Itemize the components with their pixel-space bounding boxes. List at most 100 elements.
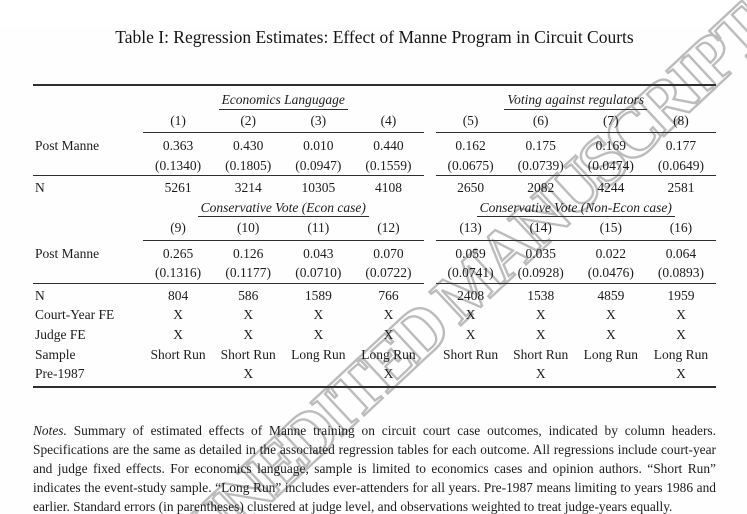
column-gap bbox=[424, 345, 436, 365]
sample-cell: Long Run bbox=[583, 346, 638, 362]
standard-error-cell: (0.0476) bbox=[587, 265, 634, 281]
sample-cell: Short Run bbox=[442, 346, 499, 362]
n-cell: 1589 bbox=[283, 282, 354, 306]
n-cell: 2581 bbox=[645, 175, 716, 198]
n-cell: 2082 bbox=[505, 175, 576, 198]
standard-error-cell: (0.1177) bbox=[225, 265, 271, 281]
column-gap bbox=[424, 325, 436, 345]
panel1-n-row: N 5261 3214 10305 4108 2650 2082 4244 25… bbox=[33, 175, 716, 198]
fe-cell: X bbox=[383, 307, 394, 323]
column-gap bbox=[423, 364, 436, 388]
group-header-voting-against-regulators: Voting against regulators bbox=[435, 84, 716, 111]
coefficient-cell: 0.440 bbox=[373, 138, 404, 154]
panel2-post-manne-row: Post Manne 0.265 0.126 0.043 0.070 0.059… bbox=[33, 240, 716, 263]
fe-cell: X bbox=[605, 327, 616, 343]
coefficient-cell: 0.265 bbox=[162, 245, 194, 261]
row-label-post-manne: Post Manne bbox=[35, 245, 100, 261]
column-gap bbox=[424, 198, 436, 219]
n-cell: 2650 bbox=[435, 175, 506, 198]
panel2-group-header-row: Conservative Vote (Econ case) Conservati… bbox=[33, 198, 716, 219]
page-content: Table I: Regression Estimates: Effect of… bbox=[0, 27, 747, 514]
group-header-economics-language: Economics Langugage bbox=[143, 84, 424, 111]
standard-error-cell: (0.0893) bbox=[657, 265, 704, 281]
coefficient-cell: 0.070 bbox=[373, 245, 404, 261]
column-gap bbox=[424, 263, 436, 283]
standard-error-cell: (0.0947) bbox=[295, 157, 342, 173]
sample-row: Sample Short Run Short Run Long Run Long… bbox=[33, 345, 716, 365]
row-label-n: N bbox=[33, 282, 143, 306]
coefficient-cell: 0.169 bbox=[595, 138, 626, 154]
coefficient-cell: 0.010 bbox=[303, 138, 334, 154]
column-number: (6) bbox=[505, 110, 576, 134]
panel2-n-row: N 804 586 1589 766 2408 1538 4859 1959 bbox=[33, 282, 716, 306]
row-label-empty bbox=[33, 84, 143, 111]
column-number: (13) bbox=[435, 218, 506, 241]
column-gap bbox=[424, 156, 436, 176]
sample-cell: Long Run bbox=[653, 346, 709, 362]
coefficient-cell: 0.162 bbox=[455, 138, 486, 154]
row-label-empty bbox=[33, 111, 143, 133]
column-number: (14) bbox=[505, 218, 576, 241]
pre-1987-cell: X bbox=[353, 364, 424, 388]
notes-body: Summary of estimated effects of Manne tr… bbox=[33, 422, 716, 514]
table-title: Table I: Regression Estimates: Effect of… bbox=[115, 27, 634, 47]
n-cell: 10305 bbox=[283, 175, 354, 198]
standard-error-cell: (0.0649) bbox=[657, 157, 704, 173]
row-label-pre-1987: Pre-1987 bbox=[33, 364, 143, 388]
sample-cell: Long Run bbox=[291, 346, 346, 362]
n-cell: 4244 bbox=[575, 175, 646, 198]
notes-label: Notes. bbox=[33, 422, 67, 438]
column-number: (2) bbox=[213, 110, 284, 134]
coefficient-cell: 0.059 bbox=[455, 245, 486, 261]
fe-cell: X bbox=[605, 307, 616, 323]
n-cell: 2408 bbox=[435, 282, 506, 306]
column-number: (5) bbox=[435, 110, 506, 134]
standard-error-cell: (0.0675) bbox=[447, 157, 494, 173]
column-number: (3) bbox=[283, 110, 354, 134]
row-label-empty bbox=[33, 218, 143, 240]
standard-error-cell: (0.1316) bbox=[155, 265, 202, 281]
n-cell: 4859 bbox=[575, 282, 646, 306]
n-cell: 804 bbox=[143, 282, 214, 306]
column-gap bbox=[423, 84, 436, 111]
coefficient-cell: 0.430 bbox=[233, 138, 264, 154]
panel1-standard-error-row: (0.1340) (0.1805) (0.0947) (0.1559) (0.0… bbox=[33, 156, 716, 176]
column-gap bbox=[424, 111, 436, 133]
column-gap bbox=[424, 283, 436, 305]
sample-cell: Short Run bbox=[220, 346, 276, 362]
column-number: (4) bbox=[353, 110, 424, 134]
pre-1987-cell: X bbox=[213, 364, 284, 388]
pre-1987-cell bbox=[283, 364, 354, 388]
standard-error-cell: (0.0739) bbox=[517, 157, 564, 173]
column-number: (15) bbox=[575, 218, 646, 241]
fe-cell: X bbox=[173, 327, 183, 343]
fe-cell: X bbox=[313, 307, 324, 323]
pre-1987-cell: X bbox=[505, 364, 576, 388]
fe-cell: X bbox=[535, 307, 546, 323]
standard-error-cell: (0.1340) bbox=[155, 157, 202, 173]
column-number: (7) bbox=[575, 110, 646, 134]
coefficient-cell: 0.175 bbox=[525, 138, 556, 154]
column-gap bbox=[424, 240, 436, 263]
fe-cell: X bbox=[465, 327, 476, 343]
standard-error-cell: (0.0928) bbox=[517, 265, 564, 281]
n-cell: 1538 bbox=[505, 282, 576, 306]
row-label-n: N bbox=[33, 175, 143, 198]
row-label-judge-fe: Judge FE bbox=[35, 327, 86, 343]
fe-cell: X bbox=[676, 327, 686, 343]
row-label-empty bbox=[33, 263, 143, 283]
standard-error-cell: (0.0741) bbox=[447, 265, 494, 281]
coefficient-cell: 0.064 bbox=[665, 245, 697, 261]
column-gap bbox=[424, 176, 436, 198]
column-number: (11) bbox=[283, 218, 354, 241]
pre-1987-row: Pre-1987 X X X X bbox=[33, 364, 716, 388]
n-cell: 586 bbox=[213, 282, 284, 306]
fe-cell: X bbox=[243, 307, 254, 323]
coefficient-cell: 0.043 bbox=[303, 245, 334, 261]
coefficient-cell: 0.022 bbox=[595, 245, 626, 261]
row-label-court-year-fe: Court-Year FE bbox=[35, 307, 115, 323]
fe-cell: X bbox=[383, 327, 394, 343]
fe-cell: X bbox=[313, 327, 324, 343]
n-cell: 4108 bbox=[353, 175, 424, 198]
